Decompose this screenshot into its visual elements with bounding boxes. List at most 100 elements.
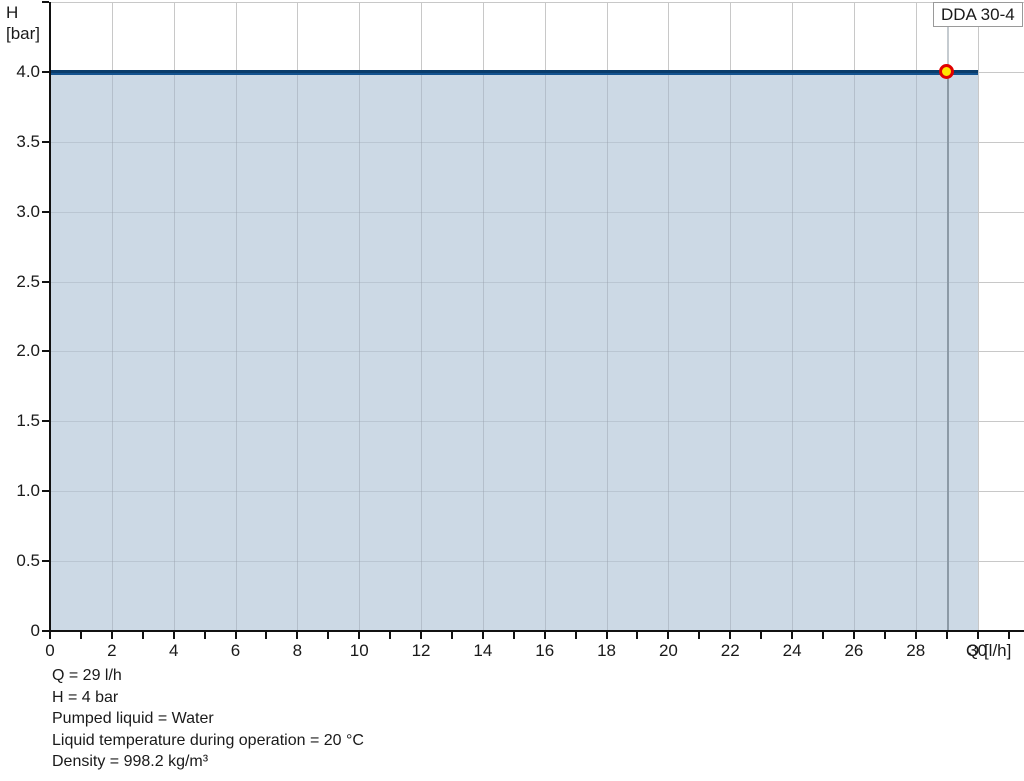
y-axis-tick xyxy=(42,350,49,353)
y-axis-title-line2: [bar] xyxy=(6,24,41,43)
x-axis-tick-label: 30 xyxy=(968,641,988,660)
gridline-vertical-over-fill xyxy=(421,71,423,631)
performance-curve-line xyxy=(50,69,978,74)
gridline-vertical-over-fill xyxy=(173,71,175,631)
x-axis-tick xyxy=(791,632,794,639)
x-axis-tick xyxy=(450,632,453,639)
x-axis-tick-label: 22 xyxy=(720,641,740,660)
x-axis-tick-label: 6 xyxy=(230,641,241,660)
y-axis-tick xyxy=(42,420,49,423)
gridline-horizontal-over-fill xyxy=(50,351,978,353)
x-axis-tick-label: 4 xyxy=(168,641,179,660)
x-axis-tick-label: 10 xyxy=(349,641,369,660)
gridline-vertical-over-fill xyxy=(111,71,113,631)
y-axis-line xyxy=(49,2,51,632)
duty-point-vertical-guide-upper xyxy=(946,2,949,72)
x-axis-title: Q [l/h] xyxy=(966,641,1012,660)
x-axis-tick xyxy=(636,632,639,639)
y-axis-tick xyxy=(42,490,49,493)
x-axis-tick-label: 28 xyxy=(906,641,926,660)
gridline-horizontal-over-fill xyxy=(50,421,978,423)
note-flow-rate: Q = 29 l/h xyxy=(52,667,122,684)
duty-point-marker[interactable] xyxy=(939,64,955,80)
y-axis-tick-label: 1.0 xyxy=(16,481,40,501)
x-axis-tick xyxy=(760,632,763,639)
y-axis-title: H [bar] xyxy=(6,2,40,44)
x-axis-tick xyxy=(141,632,144,639)
x-axis-tick xyxy=(358,632,361,639)
y-axis-tick-label: 2.0 xyxy=(16,341,40,361)
x-axis-tick xyxy=(574,632,577,639)
y-axis-tick-label: 3.0 xyxy=(16,201,40,221)
y-axis-tick-label: 2.5 xyxy=(16,271,40,291)
gridline-horizontal-over-fill xyxy=(50,281,978,283)
y-axis-tick xyxy=(42,630,49,632)
x-axis-tick xyxy=(389,632,392,639)
note-liquid-temperature: Liquid temperature during operation = 20… xyxy=(52,731,364,749)
gridline-horizontal-over-fill xyxy=(50,141,978,143)
y-axis-tick xyxy=(42,560,49,563)
x-axis-tick-label: 2 xyxy=(107,641,117,660)
x-axis-tick xyxy=(667,632,670,639)
x-axis-tick xyxy=(852,632,855,639)
x-axis-tick xyxy=(822,632,825,639)
gridline-horizontal xyxy=(50,2,1024,3)
x-axis-tick xyxy=(883,632,886,639)
gridline-vertical xyxy=(977,2,979,631)
gridline-vertical-over-fill xyxy=(359,71,361,631)
x-axis-tick xyxy=(512,632,515,639)
x-axis-tick xyxy=(976,632,979,639)
gridline-vertical-over-fill xyxy=(668,71,670,631)
x-axis-tick xyxy=(420,632,423,639)
gridline-horizontal-over-fill xyxy=(50,491,978,493)
y-axis-tick xyxy=(42,210,49,213)
y-axis-tick xyxy=(42,140,49,143)
x-axis-tick xyxy=(914,632,917,639)
y-axis-tick-label: 3.5 xyxy=(16,131,40,151)
note-head: H = 4 bar xyxy=(52,688,119,706)
x-axis-tick-label: 16 xyxy=(535,641,555,660)
x-axis-tick xyxy=(172,632,175,639)
x-axis-tick xyxy=(265,632,268,639)
y-axis-tick-label: 4.0 xyxy=(16,61,40,81)
gridline-horizontal-over-fill xyxy=(50,561,978,563)
y-axis-tick-label: 0 xyxy=(30,621,40,640)
x-axis-tick xyxy=(203,632,206,639)
gridline-vertical-over-fill xyxy=(730,71,732,631)
x-axis-tick xyxy=(49,632,51,639)
x-axis-tick-label: 12 xyxy=(411,641,431,660)
x-axis-tick-label: 8 xyxy=(292,641,303,660)
plot-area xyxy=(50,2,1024,631)
curve-fill-area xyxy=(50,71,978,631)
x-axis-tick xyxy=(698,632,701,639)
x-axis-tick-label: 0 xyxy=(45,641,55,660)
gridline-vertical-over-fill xyxy=(235,71,237,631)
x-axis-tick-label: 20 xyxy=(658,641,678,660)
x-axis-tick-label: 24 xyxy=(782,641,802,660)
x-axis-tick-label: 18 xyxy=(597,641,617,660)
legend-label: DDA 30-4 xyxy=(941,5,1015,24)
gridline-vertical-over-fill xyxy=(482,71,484,631)
x-axis-tick-label: 14 xyxy=(473,641,493,660)
duty-point-vertical-guide xyxy=(946,71,949,631)
x-axis-tick xyxy=(296,632,299,639)
y-axis-tick xyxy=(42,1,49,3)
x-axis-tick xyxy=(1007,632,1010,639)
legend-pump-model: DDA 30-4 xyxy=(933,2,1023,27)
gridline-vertical-over-fill xyxy=(606,71,608,631)
x-axis-tick xyxy=(79,632,82,639)
x-axis-tick xyxy=(481,632,484,639)
x-axis-tick xyxy=(945,632,948,639)
x-axis-line xyxy=(49,630,1024,632)
gridline-vertical-over-fill xyxy=(544,71,546,631)
x-axis-tick-label: 26 xyxy=(844,641,864,660)
gridline-vertical-over-fill xyxy=(297,71,299,631)
x-axis-tick xyxy=(605,632,608,639)
gridline-horizontal-over-fill xyxy=(50,211,978,213)
gridline-vertical-over-fill xyxy=(853,71,855,631)
duty-point-horizontal-guide xyxy=(50,72,947,74)
gridline-vertical-over-fill xyxy=(915,71,917,631)
x-axis-tick xyxy=(234,632,237,639)
x-axis-tick xyxy=(110,632,113,639)
